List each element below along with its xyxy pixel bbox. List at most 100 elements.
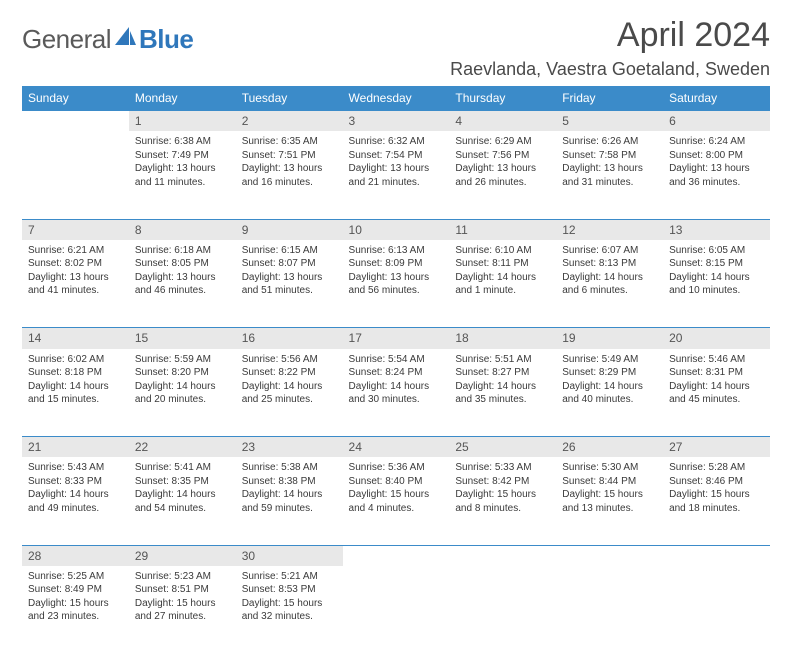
sunrise-text: Sunrise: 6:32 AM (349, 135, 444, 149)
weekday-header: Friday (556, 86, 663, 111)
day1-text: Daylight: 14 hours (242, 488, 337, 502)
day2-text: and 54 minutes. (135, 502, 230, 516)
day-number: 22 (129, 437, 236, 458)
day1-text: Daylight: 14 hours (455, 271, 550, 285)
sunset-text: Sunset: 8:24 PM (349, 366, 444, 380)
day-cell: Sunrise: 6:29 AMSunset: 7:56 PMDaylight:… (449, 131, 556, 219)
sunset-text: Sunset: 8:49 PM (28, 583, 123, 597)
day-cell: Sunrise: 6:07 AMSunset: 8:13 PMDaylight:… (556, 240, 663, 328)
day-content-row: Sunrise: 6:21 AMSunset: 8:02 PMDaylight:… (22, 240, 770, 328)
day-cell: Sunrise: 6:38 AMSunset: 7:49 PMDaylight:… (129, 131, 236, 219)
sunset-text: Sunset: 8:27 PM (455, 366, 550, 380)
sunset-text: Sunset: 7:54 PM (349, 149, 444, 163)
day-content-row: Sunrise: 5:43 AMSunset: 8:33 PMDaylight:… (22, 457, 770, 545)
sunrise-text: Sunrise: 5:33 AM (455, 461, 550, 475)
sunrise-text: Sunrise: 6:29 AM (455, 135, 550, 149)
day-cell: Sunrise: 6:26 AMSunset: 7:58 PMDaylight:… (556, 131, 663, 219)
day-number: 19 (556, 328, 663, 349)
sunset-text: Sunset: 7:56 PM (455, 149, 550, 163)
day2-text: and 27 minutes. (135, 610, 230, 624)
day2-text: and 51 minutes. (242, 284, 337, 298)
day2-text: and 30 minutes. (349, 393, 444, 407)
day2-text: and 45 minutes. (669, 393, 764, 407)
day-cell (556, 566, 663, 654)
day-number (343, 545, 450, 566)
day-cell: Sunrise: 5:41 AMSunset: 8:35 PMDaylight:… (129, 457, 236, 545)
sunrise-text: Sunrise: 5:30 AM (562, 461, 657, 475)
day2-text: and 36 minutes. (669, 176, 764, 190)
day-cell (343, 566, 450, 654)
day2-text: and 40 minutes. (562, 393, 657, 407)
day1-text: Daylight: 13 hours (135, 271, 230, 285)
sunrise-text: Sunrise: 5:59 AM (135, 353, 230, 367)
sunset-text: Sunset: 8:13 PM (562, 257, 657, 271)
day-number: 15 (129, 328, 236, 349)
day2-text: and 6 minutes. (562, 284, 657, 298)
day1-text: Daylight: 14 hours (562, 380, 657, 394)
sunset-text: Sunset: 8:18 PM (28, 366, 123, 380)
weekday-header: Saturday (663, 86, 770, 111)
day-cell: Sunrise: 6:24 AMSunset: 8:00 PMDaylight:… (663, 131, 770, 219)
day-number: 28 (22, 545, 129, 566)
day-number: 1 (129, 111, 236, 132)
day-cell (22, 131, 129, 219)
day-cell: Sunrise: 5:28 AMSunset: 8:46 PMDaylight:… (663, 457, 770, 545)
sunrise-text: Sunrise: 5:43 AM (28, 461, 123, 475)
day-cell: Sunrise: 5:43 AMSunset: 8:33 PMDaylight:… (22, 457, 129, 545)
day1-text: Daylight: 15 hours (135, 597, 230, 611)
day-number (449, 545, 556, 566)
day-cell (663, 566, 770, 654)
day1-text: Daylight: 14 hours (562, 271, 657, 285)
daynum-row: 78910111213 (22, 219, 770, 240)
sunset-text: Sunset: 8:35 PM (135, 475, 230, 489)
sunset-text: Sunset: 8:29 PM (562, 366, 657, 380)
day-number: 18 (449, 328, 556, 349)
sunrise-text: Sunrise: 5:36 AM (349, 461, 444, 475)
sunset-text: Sunset: 8:20 PM (135, 366, 230, 380)
sunrise-text: Sunrise: 6:07 AM (562, 244, 657, 258)
sunset-text: Sunset: 8:53 PM (242, 583, 337, 597)
day2-text: and 8 minutes. (455, 502, 550, 516)
day-cell: Sunrise: 6:13 AMSunset: 8:09 PMDaylight:… (343, 240, 450, 328)
day2-text: and 59 minutes. (242, 502, 337, 516)
title-block: April 2024 Raevlanda, Vaestra Goetaland,… (450, 16, 770, 80)
day1-text: Daylight: 15 hours (349, 488, 444, 502)
day-number: 12 (556, 219, 663, 240)
day2-text: and 35 minutes. (455, 393, 550, 407)
day1-text: Daylight: 15 hours (669, 488, 764, 502)
calendar-body: 123456Sunrise: 6:38 AMSunset: 7:49 PMDay… (22, 111, 770, 654)
day2-text: and 56 minutes. (349, 284, 444, 298)
day-content-row: Sunrise: 5:25 AMSunset: 8:49 PMDaylight:… (22, 566, 770, 654)
day-number: 23 (236, 437, 343, 458)
day-cell: Sunrise: 6:05 AMSunset: 8:15 PMDaylight:… (663, 240, 770, 328)
sunset-text: Sunset: 8:11 PM (455, 257, 550, 271)
day2-text: and 13 minutes. (562, 502, 657, 516)
sail-icon (115, 27, 137, 52)
sunrise-text: Sunrise: 6:10 AM (455, 244, 550, 258)
sunrise-text: Sunrise: 6:15 AM (242, 244, 337, 258)
day-cell: Sunrise: 6:02 AMSunset: 8:18 PMDaylight:… (22, 349, 129, 437)
sunset-text: Sunset: 7:49 PM (135, 149, 230, 163)
day-number (556, 545, 663, 566)
day-content-row: Sunrise: 6:02 AMSunset: 8:18 PM Daylight:… (22, 349, 770, 437)
day-number: 17 (343, 328, 450, 349)
sunset-text: Sunset: 8:51 PM (135, 583, 230, 597)
sunrise-text: Sunrise: 6:21 AM (28, 244, 123, 258)
daynum-row: 123456 (22, 111, 770, 132)
sunrise-text: Sunrise: 5:28 AM (669, 461, 764, 475)
day-cell: Sunrise: 5:33 AMSunset: 8:42 PMDaylight:… (449, 457, 556, 545)
day-number: 11 (449, 219, 556, 240)
sunset-text: Sunset: 8:22 PM (242, 366, 337, 380)
day1-text: Daylight: 14 hours (135, 488, 230, 502)
day1-text: Daylight: 13 hours (349, 162, 444, 176)
day2-text: and 1 minute. (455, 284, 550, 298)
day1-text: Daylight: 13 hours (669, 162, 764, 176)
sunset-text: Sunset: 8:44 PM (562, 475, 657, 489)
day1-text: Daylight: 15 hours (455, 488, 550, 502)
day-number: 7 (22, 219, 129, 240)
day-number: 10 (343, 219, 450, 240)
sunrise-text: Sunrise: 6:02 AM (28, 353, 123, 367)
weekday-header: Sunday (22, 86, 129, 111)
daynum-row: 14151617181920 (22, 328, 770, 349)
day2-text: and 18 minutes. (669, 502, 764, 516)
